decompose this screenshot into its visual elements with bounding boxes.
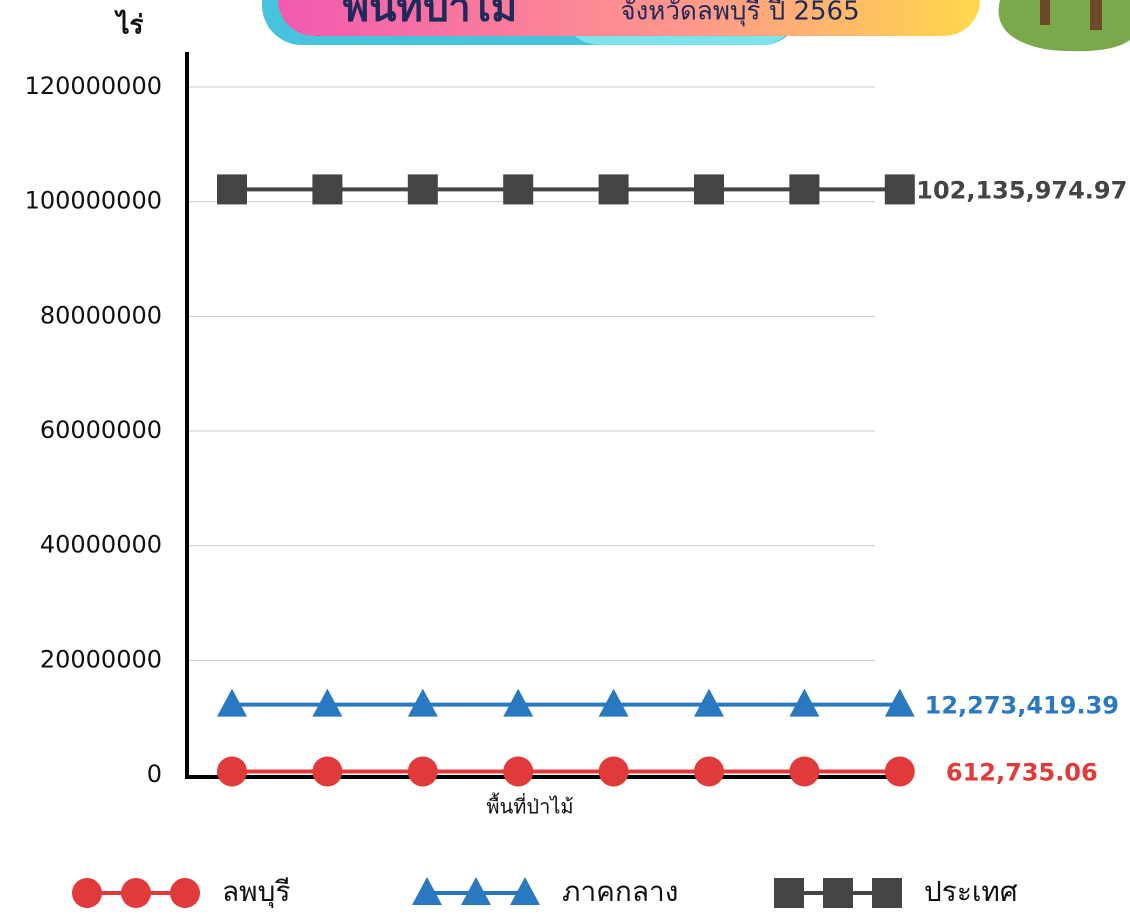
data-point [884,174,915,205]
legend-item: ลพบุรี [72,875,290,909]
legend-marker [412,877,442,905]
data-point [789,756,820,787]
legend-marker [774,878,804,908]
y-tick-label: 120000000 [25,72,162,100]
legend-marker [461,877,491,905]
data-point [217,688,247,717]
legend-item: ภาคกลาง [412,875,678,908]
data-point [503,688,534,717]
data-point [217,174,247,205]
banner-front [278,0,980,36]
data-point [407,756,438,787]
y-tick-label: 40000000 [40,531,162,559]
data-point [407,174,438,205]
legend-label: ลพบุรี [222,875,290,909]
data-point [598,688,629,717]
chart-subtitle: จังหวัดลพบุรี ปี 2565 [620,0,859,27]
data-point [694,688,724,717]
data-label: 102,135,974.97 [916,176,1127,204]
data-label: 12,273,419.39 [925,692,1119,720]
data-point [503,174,534,205]
data-point [789,688,820,717]
data-point [694,756,724,787]
legend-marker [170,878,200,908]
legend-marker [872,878,902,908]
legend-marker [823,878,853,908]
y-tick-label: 80000000 [40,301,162,329]
y-tick-label: 0 [147,760,162,788]
y-tick-label: 20000000 [40,645,162,673]
data-point [312,756,343,787]
data-point [217,756,247,787]
legend-label: ภาคกลาง [562,875,678,908]
tree-trunk [1040,0,1050,25]
legend-marker [121,878,151,908]
y-axis-label: ไร่ [113,9,143,41]
data-point [789,174,820,205]
data-point [598,174,629,205]
chart-title: พื้นที่ป่าไม้ [343,0,517,31]
data-point [694,174,724,205]
data-point [312,174,343,205]
y-tick-label: 60000000 [40,416,162,444]
y-tick-label: 100000000 [25,187,162,215]
legend-label: ประเทศ [924,875,1018,908]
data-label: 612,735.06 [946,758,1098,786]
data-point [312,688,343,717]
data-point [503,756,534,787]
data-point [598,756,629,787]
data-point [407,688,438,717]
tree-icon [998,0,1130,52]
legend-marker [510,877,540,905]
data-point [884,688,915,717]
data-point [884,756,915,787]
title-banner [262,0,1130,52]
legend-marker [72,878,102,908]
x-axis-label: พื้นที่ป่าไม้ [486,793,573,819]
tree-trunk [1090,0,1102,30]
legend-item: ประเทศ [774,875,1018,908]
